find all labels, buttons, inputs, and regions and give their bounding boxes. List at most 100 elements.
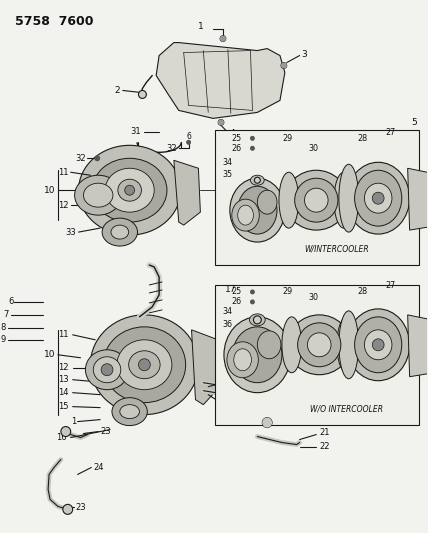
Text: 5: 5 (412, 118, 417, 127)
Circle shape (250, 289, 255, 294)
Text: W/INTERCOOLER: W/INTERCOOLER (305, 245, 369, 254)
Bar (215, 285, 419, 425)
Text: 32: 32 (166, 144, 177, 153)
Text: 11: 11 (58, 168, 68, 177)
Polygon shape (192, 330, 220, 405)
Text: 15: 15 (58, 402, 68, 411)
Text: 4: 4 (230, 129, 235, 138)
Text: 14: 14 (58, 388, 68, 397)
Ellipse shape (232, 199, 259, 231)
Ellipse shape (339, 311, 359, 379)
Ellipse shape (364, 183, 392, 213)
Text: 18: 18 (218, 380, 229, 389)
Text: 29: 29 (282, 287, 292, 296)
Text: 10: 10 (44, 350, 56, 359)
Ellipse shape (295, 178, 338, 222)
Circle shape (253, 316, 261, 324)
Text: 29: 29 (282, 134, 292, 143)
Text: 28: 28 (357, 134, 368, 143)
Text: 27: 27 (385, 281, 395, 290)
Ellipse shape (117, 340, 172, 390)
Text: 23: 23 (76, 503, 86, 512)
Text: 35: 35 (222, 169, 232, 179)
Ellipse shape (347, 309, 410, 381)
Ellipse shape (83, 183, 113, 207)
Ellipse shape (334, 172, 354, 228)
Text: 34: 34 (222, 158, 232, 167)
Ellipse shape (250, 314, 265, 326)
Text: 7: 7 (3, 310, 9, 319)
Text: 22: 22 (319, 442, 330, 451)
Text: 23: 23 (100, 427, 111, 436)
Ellipse shape (337, 317, 357, 373)
Circle shape (254, 177, 260, 183)
Text: 34: 34 (222, 308, 232, 317)
Ellipse shape (372, 339, 384, 351)
Ellipse shape (304, 188, 328, 212)
Ellipse shape (238, 205, 253, 225)
Text: 1: 1 (71, 417, 76, 426)
Text: 3: 3 (302, 50, 307, 59)
Ellipse shape (234, 349, 252, 371)
Text: 27: 27 (385, 128, 395, 137)
Ellipse shape (372, 192, 384, 204)
Text: 16: 16 (56, 433, 67, 442)
Circle shape (63, 504, 73, 514)
Ellipse shape (257, 190, 277, 214)
Ellipse shape (339, 164, 359, 232)
Text: 6: 6 (9, 297, 14, 306)
Ellipse shape (74, 175, 122, 215)
Ellipse shape (102, 218, 137, 246)
Circle shape (186, 140, 191, 145)
Circle shape (61, 426, 71, 437)
Ellipse shape (118, 179, 141, 201)
Ellipse shape (230, 178, 285, 242)
Ellipse shape (129, 351, 160, 379)
Text: 20: 20 (300, 409, 310, 418)
Ellipse shape (297, 323, 341, 367)
Text: 26: 26 (232, 297, 242, 306)
Text: 10: 10 (44, 185, 56, 195)
Circle shape (94, 155, 100, 161)
Polygon shape (156, 43, 285, 118)
Text: 6: 6 (186, 132, 191, 141)
Text: 12: 12 (58, 200, 68, 209)
Ellipse shape (93, 357, 121, 383)
Ellipse shape (227, 342, 259, 378)
Ellipse shape (257, 331, 281, 359)
Text: 24: 24 (93, 463, 104, 472)
Circle shape (262, 417, 272, 427)
Text: 12: 12 (58, 363, 68, 372)
Text: 31: 31 (130, 127, 140, 136)
Text: 36: 36 (222, 320, 232, 329)
Circle shape (250, 136, 255, 141)
Ellipse shape (364, 330, 392, 360)
Text: 1: 1 (198, 22, 203, 31)
Text: 28: 28 (357, 287, 368, 296)
Ellipse shape (238, 186, 277, 234)
Text: 17: 17 (225, 286, 236, 294)
Text: 30: 30 (309, 294, 318, 302)
Ellipse shape (111, 225, 129, 239)
Circle shape (220, 36, 226, 42)
Text: 11: 11 (58, 330, 68, 340)
Polygon shape (407, 315, 428, 377)
Ellipse shape (355, 170, 402, 226)
Ellipse shape (224, 317, 291, 393)
Ellipse shape (285, 170, 348, 230)
Text: 25: 25 (232, 134, 242, 143)
Ellipse shape (288, 315, 351, 375)
Ellipse shape (355, 317, 402, 373)
Text: 8: 8 (0, 324, 6, 333)
Ellipse shape (79, 146, 181, 235)
Text: 19: 19 (218, 395, 229, 404)
Polygon shape (174, 160, 200, 225)
Ellipse shape (103, 327, 186, 402)
Ellipse shape (125, 185, 134, 195)
Ellipse shape (92, 158, 167, 222)
Circle shape (139, 91, 146, 99)
Ellipse shape (233, 327, 282, 383)
Text: 9: 9 (0, 335, 6, 344)
Polygon shape (407, 168, 428, 230)
Circle shape (250, 300, 255, 304)
